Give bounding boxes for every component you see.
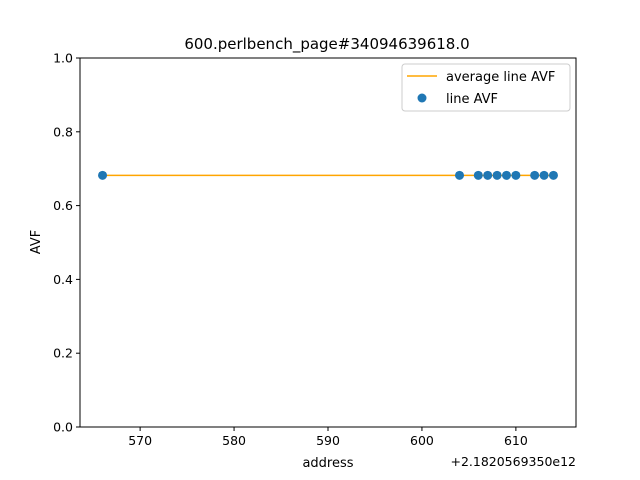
x-axis-offset-text: +2.1820569350e12 <box>450 454 576 469</box>
legend-line-avf-swatch <box>417 93 427 103</box>
x-tick-label: 570 <box>128 433 152 448</box>
line-avf-point <box>98 170 108 180</box>
chart-title: 600.perlbench_page#34094639618.0 <box>184 35 469 54</box>
line-avf-point <box>492 170 502 180</box>
y-tick-label: 0.2 <box>53 346 73 361</box>
line-avf-point <box>511 170 521 180</box>
plot-area: 570 580 590 600 610 0.0 0.2 0.4 0.6 0.8 1.0 <box>53 51 577 448</box>
line-avf-point <box>548 170 558 180</box>
line-avf-point <box>530 170 540 180</box>
x-tick-label: 590 <box>316 433 340 448</box>
line-avf-point <box>539 170 549 180</box>
legend-line-avf-label: line AVF <box>446 92 498 107</box>
x-tick-label: 610 <box>504 433 528 448</box>
y-tick-label: 0.8 <box>53 124 73 139</box>
x-axis-title: address <box>302 456 353 471</box>
line-avf-point <box>501 170 511 180</box>
x-tick-label: 600 <box>410 433 434 448</box>
y-tick-label: 0.0 <box>53 420 73 435</box>
legend-box <box>401 63 571 112</box>
x-tick-label: 580 <box>222 433 246 448</box>
line-avf-point <box>483 170 493 180</box>
y-axis-title: AVF <box>29 230 44 254</box>
legend-average-line-label: average line AVF <box>446 70 555 85</box>
y-tick-label: 1.0 <box>53 51 73 66</box>
legend: average line AVF line AVF <box>401 63 571 112</box>
line-avf-point <box>455 170 465 180</box>
line-avf-point <box>473 170 483 180</box>
y-tick-label: 0.6 <box>53 198 73 213</box>
y-tick-label: 0.4 <box>53 272 73 287</box>
